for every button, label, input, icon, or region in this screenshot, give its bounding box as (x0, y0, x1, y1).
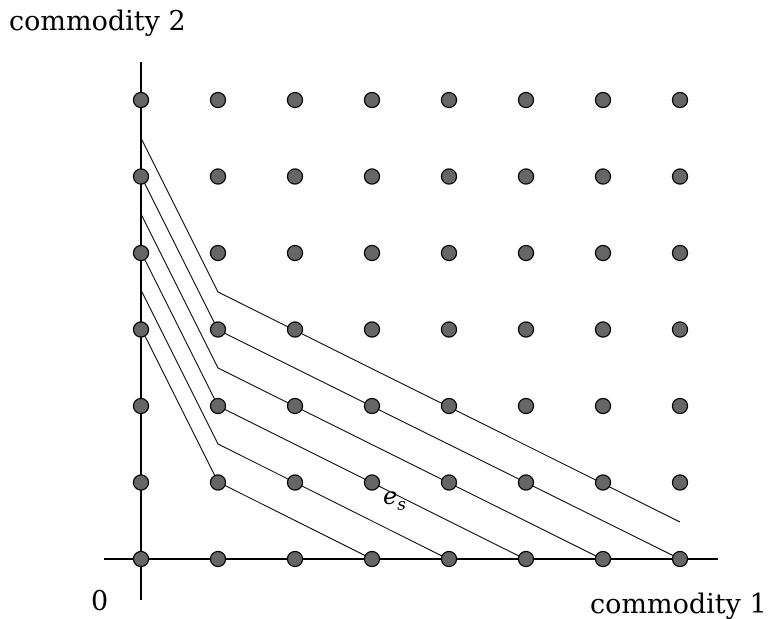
lattice-point (209, 91, 227, 109)
lattice-point (440, 397, 458, 415)
origin-label: 0 (91, 586, 108, 617)
lattice-point (440, 168, 458, 185)
lattice-point (363, 244, 381, 262)
indifference-curve-5 (140, 289, 449, 560)
lattice-points (132, 91, 689, 568)
lattice-point (594, 321, 612, 338)
lattice-point (209, 550, 227, 568)
y-axis-label: commodity 2 (9, 6, 186, 37)
lattice-point (132, 397, 150, 415)
lattice-point (363, 321, 381, 338)
lattice-point (671, 397, 689, 415)
lattice-point (671, 550, 689, 568)
lattice-point (517, 244, 535, 262)
indifference-curves (140, 137, 681, 560)
lattice-point (286, 321, 304, 338)
lattice-point (671, 321, 689, 338)
x-axis-label: commodity 1 (590, 589, 767, 619)
lattice-point (132, 550, 150, 568)
lattice-point (594, 168, 612, 185)
lattice-point (363, 550, 381, 568)
lattice-point (594, 550, 612, 568)
lattice-point (286, 397, 304, 415)
lattice-point (440, 321, 458, 338)
lattice-point (132, 474, 150, 491)
lattice-point (132, 321, 150, 338)
lattice-point (671, 91, 689, 109)
endowment-point-letter: e (383, 482, 397, 510)
lattice-point (440, 550, 458, 568)
indifference-curve-3 (140, 213, 603, 560)
lattice-point (517, 397, 535, 415)
lattice-point (594, 244, 612, 262)
lattice-point (286, 550, 304, 568)
lattice-point (517, 550, 535, 568)
lattice-point (132, 168, 150, 185)
lattice-point (594, 397, 612, 415)
lattice-point (517, 168, 535, 185)
lattice-point (363, 474, 381, 491)
lattice-point (286, 244, 304, 262)
lattice-point (209, 168, 227, 185)
lattice-point (363, 91, 381, 109)
endowment-point-label: es (383, 482, 406, 515)
lattice-point (517, 91, 535, 109)
lattice-point (363, 168, 381, 185)
lattice-point (209, 244, 227, 262)
indifference-curve-6 (140, 327, 373, 560)
lattice-point (671, 244, 689, 262)
lattice-point (440, 91, 458, 109)
lattice-point (209, 321, 227, 338)
lattice-point (671, 474, 689, 491)
lattice-point (209, 474, 227, 491)
lattice-point (517, 474, 535, 491)
lattice-point (132, 91, 150, 109)
lattice-point (132, 244, 150, 262)
lattice-point (286, 91, 304, 109)
lattice-point (286, 474, 304, 491)
lattice-point (440, 244, 458, 262)
endowment-point-subscript: s (397, 495, 406, 515)
lattice-point (594, 91, 612, 109)
lattice-point (286, 168, 304, 185)
lattice-point (209, 397, 227, 415)
lattice-point (363, 397, 381, 415)
lattice-point (594, 474, 612, 491)
lattice-point (440, 474, 458, 491)
lattice-point (671, 168, 689, 185)
lattice-point (517, 321, 535, 338)
indifference-curve-1 (140, 137, 681, 523)
